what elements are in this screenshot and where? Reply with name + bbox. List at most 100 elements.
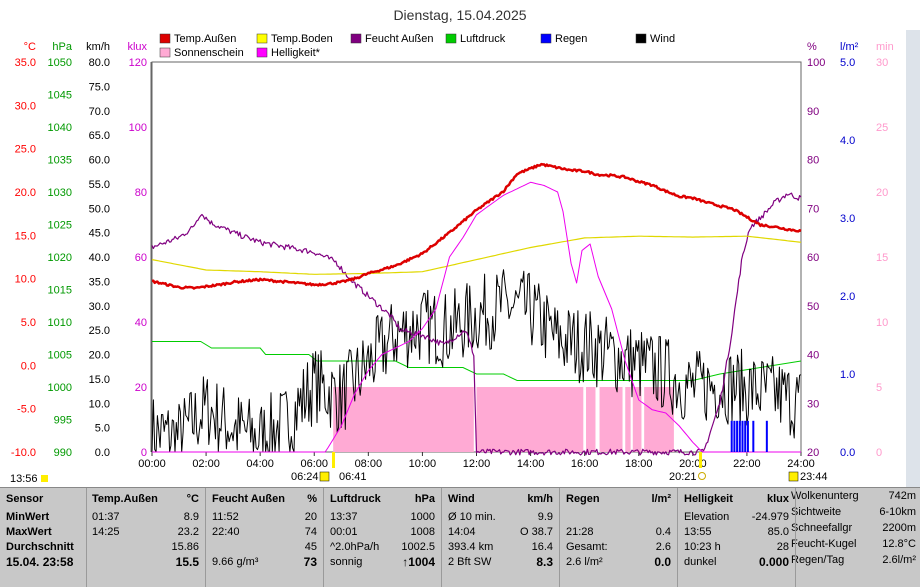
extra-label: Feucht-Kugel [791, 538, 857, 550]
hpa-axis-tick: 995 [54, 415, 72, 427]
moonset-icon [788, 471, 799, 482]
temp-axis-tick: 30.0 [15, 100, 36, 112]
x-axis: 00:00 02:00 04:00 06:00 08:00 10:00 12:00 14:00… [138, 458, 815, 470]
feucht-row-label: 11:52 [212, 511, 239, 523]
klux-axis-tick: 40 [135, 317, 147, 329]
min-axis-tick: 20 [876, 187, 888, 199]
hell-current-value: 0.000 [758, 555, 789, 569]
pct-axis-tick: 20 [807, 447, 819, 459]
hell-row-label: 13:55 [684, 526, 712, 538]
stats-col-hell: Helligkeit klux Elevation -24.979 13:55 85.0 1… [678, 488, 796, 587]
sunshine-gap [583, 387, 587, 452]
klux-axis-tick: 60 [135, 252, 147, 264]
extra-value: 742m [888, 490, 916, 502]
rain-bar [741, 420, 744, 452]
rain-bar [746, 420, 749, 452]
wind-row-label: 14:04 [448, 526, 476, 538]
temp-row-value: 8.9 [183, 511, 199, 523]
legend-swatch [540, 33, 552, 44]
stats-col-temp: Temp.Außen °C 01:37 8.9 14:25 23.2 15.86 15.5 [86, 488, 206, 587]
extra-value: 12.8°C [882, 538, 916, 550]
weather-chart: Dienstag, 15.04.2025 Temp.Außen Temp.Bode… [10, 7, 920, 487]
stats-col-wind: Wind km/h Ø 10 min. 9.9 14:04 O 38.7 393.4 km 1… [442, 488, 560, 587]
x-tick-label: 04:00 [246, 458, 274, 470]
hell-row-value: -24.979 [751, 511, 789, 523]
temp-row-label: 01:37 [92, 511, 120, 523]
legend-label: Wind [650, 33, 675, 45]
sunrise-icon [319, 471, 330, 482]
hpa-axis-tick: 1045 [48, 90, 72, 102]
pct-axis-tick: 30 [807, 398, 819, 410]
hpa-axis-tick: 1000 [48, 382, 72, 394]
x-tick-label: 08:00 [355, 458, 383, 470]
temp-axis-tick: -5.0 [17, 404, 36, 416]
temp-axis-tick: 10.0 [15, 274, 36, 286]
wind-current-label: 2 Bft SW [448, 556, 492, 568]
stats-col-sensor: Sensor MinWert MaxWert Durchschnitt 15.0… [0, 488, 87, 587]
sunset-time: 20:21 [669, 471, 697, 483]
min-axis-tick: 5 [876, 382, 882, 394]
klux-axis-tick: 80 [135, 187, 147, 199]
legend-swatch [635, 33, 647, 44]
feucht-row-label: 22:40 [212, 526, 240, 538]
stats-panel: Sensor MinWert MaxWert Durchschnitt 15.0… [0, 487, 920, 587]
sun-markers: 13:56 06:24 06:41 20:21 23:44 [10, 452, 828, 485]
hpa-axis-tick: 1035 [48, 155, 72, 167]
luft-row-label: 13:37 [330, 511, 358, 523]
moon-icon [41, 475, 48, 482]
feucht-row-value: 45 [304, 541, 317, 553]
kmh-axis-tick: 20.0 [89, 350, 110, 362]
avg-label: Durchschnitt [6, 541, 74, 553]
hpa-axis-tick: 1020 [48, 252, 72, 264]
pct-axis-tick: 80 [807, 155, 819, 167]
lm2-axis-tick: 5.0 [840, 57, 855, 69]
wind-row-value: O 38.7 [519, 526, 553, 538]
x-tick-label: 00:00 [138, 458, 166, 470]
kmh-axis-tick: 40.0 [89, 252, 110, 264]
regen-row-value: 0.4 [655, 526, 671, 538]
lm2-axis-tick: 3.0 [840, 213, 855, 225]
temp-axis-tick: -10.0 [11, 447, 36, 459]
pct-axis-tick: 50 [807, 301, 819, 313]
legend-item-7: Helligkeit* [256, 47, 321, 59]
hpa-axis-tick: 990 [54, 447, 72, 459]
pct-axis-tick: 60 [807, 252, 819, 264]
hell-unit: klux [766, 493, 789, 505]
kmh-axis-tick: 45.0 [89, 228, 110, 240]
kmh-axis-tick: 5.0 [95, 423, 110, 435]
min-axis-tick: 15 [876, 252, 888, 264]
lm2-axis-tick: 0.0 [840, 447, 855, 459]
x-tick-label: 10:00 [409, 458, 437, 470]
right-edge-panel [906, 30, 920, 487]
sunset-marker [699, 452, 702, 468]
luft-row-label: ^2.0hPa/h [330, 541, 380, 553]
wind-row-label: Ø 10 min. [448, 511, 496, 523]
klux-axis-unit: klux [127, 41, 147, 53]
sunshine-gap [622, 387, 626, 452]
temp-axis-tick: 15.0 [15, 230, 36, 242]
luft-current-label: sonnig [330, 556, 363, 568]
hell-row-value: 85.0 [767, 526, 789, 538]
temp-axis-tick: 35.0 [15, 57, 36, 69]
legend-swatch [159, 33, 171, 44]
pct-axis-unit: % [807, 41, 817, 53]
hell-current-label: dunkel [684, 556, 717, 568]
rain-bar [738, 420, 741, 452]
legend-label: Temp.Außen [174, 33, 236, 45]
extra-label: Regen/Tag [791, 554, 845, 566]
hpa-axis-tick: 1010 [48, 317, 72, 329]
kmh-axis-tick: 60.0 [89, 155, 110, 167]
series-layer [151, 162, 802, 456]
legend-item-0: Temp.Außen [159, 33, 236, 45]
hell-header: Helligkeit [684, 493, 733, 505]
feucht-current-value: 73 [303, 555, 317, 569]
kmh-axis-tick: 80.0 [89, 57, 110, 69]
regen-current-label: 2.6 l/m² [566, 556, 603, 568]
chart-title: Dienstag, 15.04.2025 [393, 7, 526, 23]
lm2-axis-tick: 4.0 [840, 135, 855, 147]
x-tick-label: 22:00 [733, 458, 761, 470]
regen-row-label: Gesamt: [566, 541, 608, 553]
hell-row-label: Elevation [684, 511, 730, 523]
sunshine-block [333, 387, 474, 452]
extra-label: Wolkenunterg [791, 490, 859, 502]
